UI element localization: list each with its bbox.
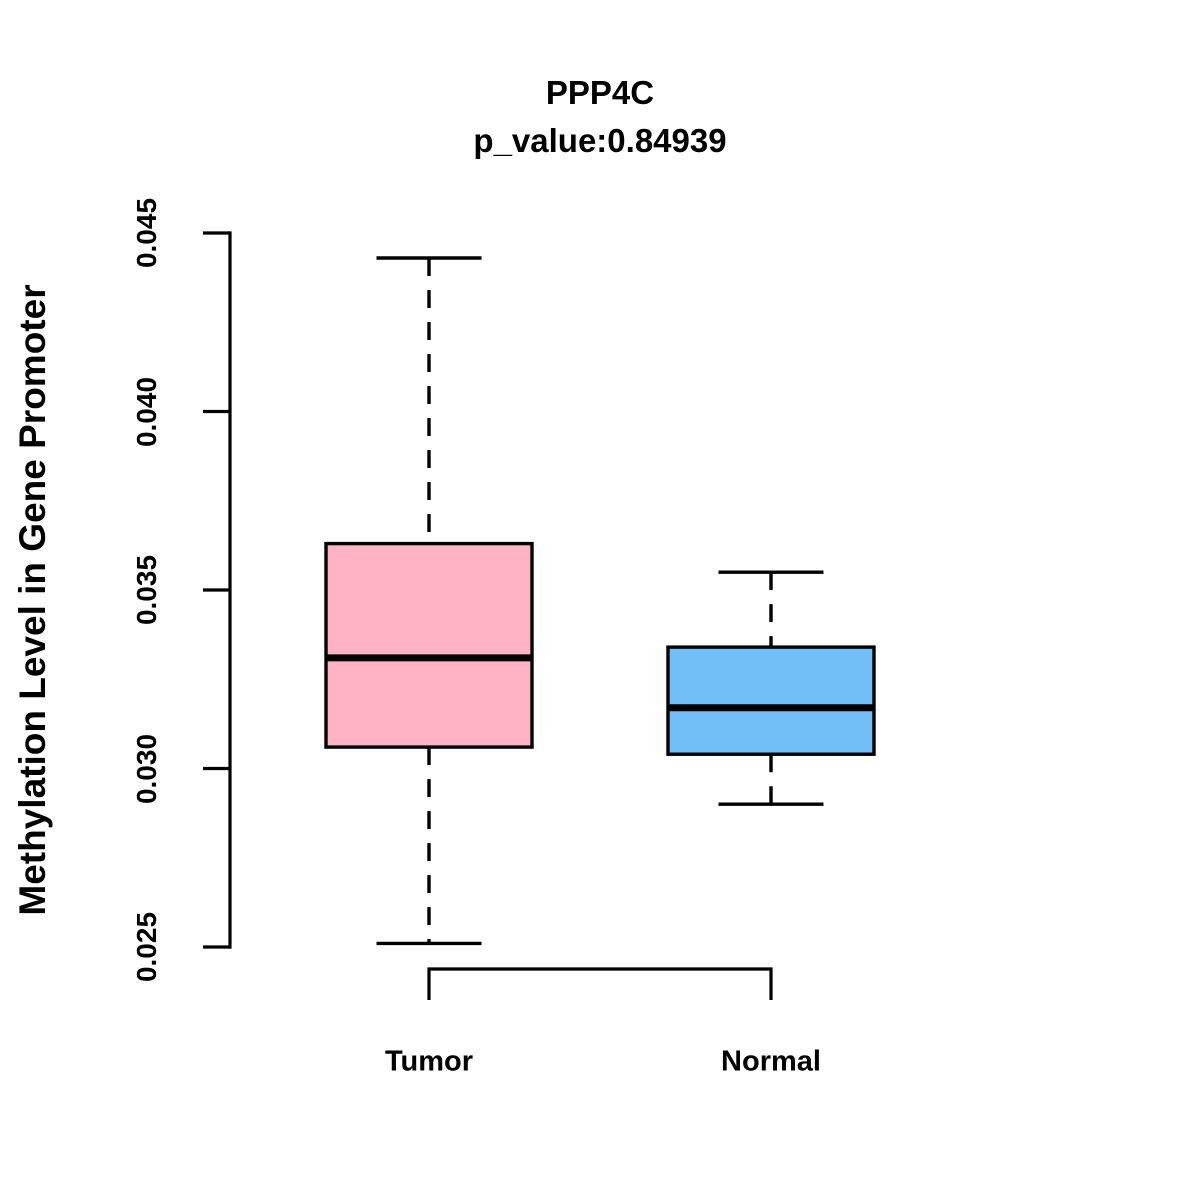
y-tick-label: 0.040 <box>131 376 162 447</box>
x-category-label-tumor: Tumor <box>384 1045 474 1078</box>
chart-subtitle-pvalue: p_value:0.84939 <box>473 122 727 159</box>
y-tick-label: 0.030 <box>131 733 162 804</box>
y-axis-title: Methylation Level in Gene Promoter <box>12 284 53 916</box>
y-tick-label: 0.045 <box>131 197 162 269</box>
tumor-box <box>324 541 534 749</box>
x-category-label-normal: Normal <box>721 1045 821 1078</box>
y-tick-label: 0.025 <box>131 911 162 983</box>
chart-title: PPP4C <box>545 74 655 111</box>
x-axis-bracket <box>427 967 773 1000</box>
normal-box <box>666 645 876 756</box>
y-tick-label: 0.035 <box>131 554 162 626</box>
